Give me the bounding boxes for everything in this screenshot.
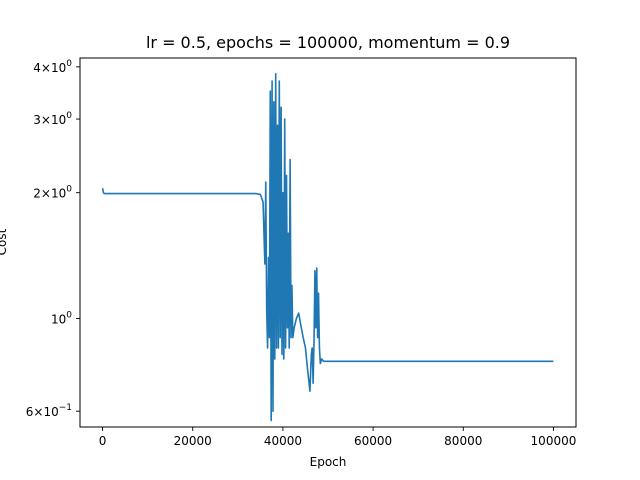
chart-title: lr = 0.5, epochs = 100000, momentum = 0.… [146, 33, 510, 52]
x-tick-label: 20000 [174, 434, 212, 448]
y-tick-label: 6×10−1 [26, 403, 72, 419]
y-axis-label: Cost [0, 228, 9, 255]
x-tick-label: 0 [99, 434, 107, 448]
axes-frame [79, 57, 577, 428]
y-tick-label: 2×100 [33, 185, 72, 201]
x-axis: 0 20000 40000 60000 80000 100000 [99, 427, 577, 448]
series-line-1 [101, 72, 554, 422]
x-tick-label: 100000 [531, 434, 577, 448]
x-tick-label: 80000 [444, 434, 482, 448]
x-tick-label: 40000 [264, 434, 302, 448]
plot-area [101, 72, 554, 422]
y-tick-label: 3×100 [33, 111, 72, 127]
y-tick-label: 4×100 [33, 59, 72, 75]
x-axis-label: Epoch [310, 455, 347, 469]
x-tick-label: 60000 [354, 434, 392, 448]
y-axis: 6×10−1 100 2×100 3×100 4×100 [26, 59, 80, 419]
y-tick-label: 100 [51, 310, 72, 326]
